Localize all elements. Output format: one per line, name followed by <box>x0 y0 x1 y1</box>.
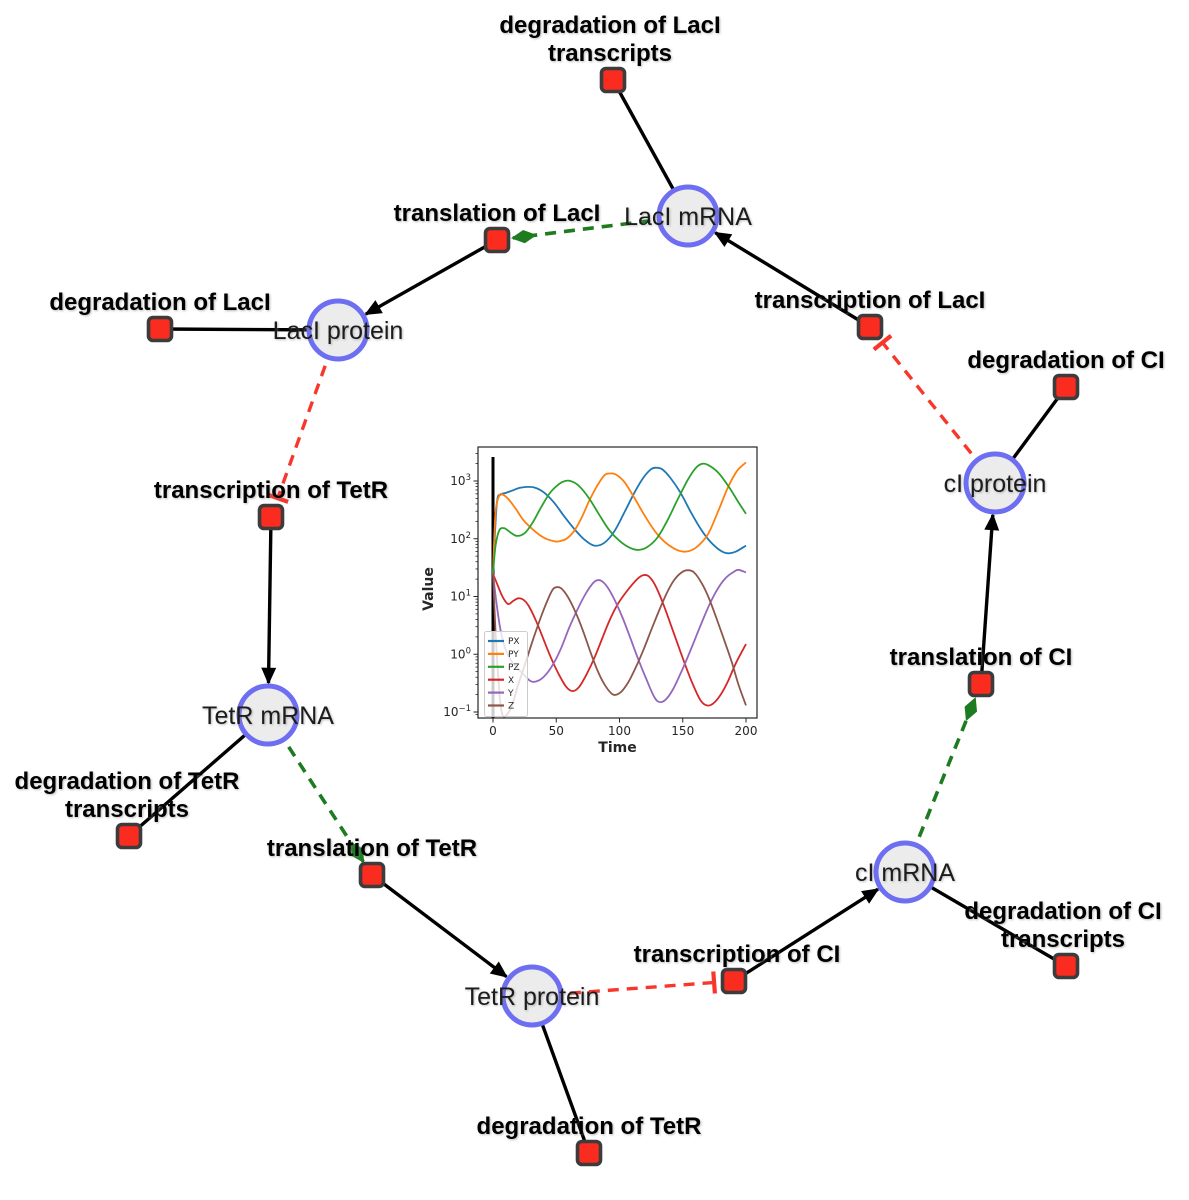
series-line-PY <box>492 461 747 574</box>
inhibition-tbar-tetr <box>266 492 289 504</box>
reaction-node-translation-laci[interactable] <box>483 226 511 254</box>
chart-ticks <box>473 453 747 723</box>
labels-layer: LacI mRNA LacI protein TetR mRNA TetR pr… <box>15 12 1165 1140</box>
reaction-node-transcription-laci[interactable] <box>856 313 884 341</box>
edge-transcription-tetr-to-mrna <box>261 516 277 685</box>
legend-label-PY: PY <box>508 650 519 660</box>
y-tick-label: 101 <box>450 589 471 604</box>
edge-translation-ci-to-protein <box>979 513 1000 685</box>
legend-label-X: X <box>508 676 514 686</box>
chart-legend: PX PY PZ XYZ <box>484 631 528 717</box>
reaction-label-degradation-laci: degradation of LacI <box>49 289 270 316</box>
x-tick-label: 100 <box>608 724 631 738</box>
y-tick-label: 103 <box>450 473 471 488</box>
reaction-label-degradation-tetr-transcripts-1: degradation of TetR <box>15 768 240 795</box>
x-tick-label: 0 <box>489 724 497 738</box>
reaction-label-degradation-tetr: degradation of TetR <box>477 1113 702 1140</box>
edge-cimrna-activates-translation <box>903 697 978 873</box>
legend-box <box>484 631 528 717</box>
series-line-PZ <box>492 462 747 574</box>
species-node-laci-protein[interactable] <box>306 298 370 362</box>
edge-translation-tetr-to-protein <box>370 873 508 979</box>
reaction-node-transcription-ci[interactable] <box>720 967 748 995</box>
reaction-label-degradation-ci: degradation of CI <box>967 347 1164 374</box>
reaction-label-transcription-tetr: transcription of TetR <box>154 477 388 504</box>
inhibition-tbar-ci <box>711 971 717 994</box>
x-tick-label: 50 <box>549 724 564 738</box>
reaction-label-transcription-laci: transcription of LacI <box>755 287 986 314</box>
reaction-label-translation-tetr: translation of TetR <box>267 835 477 862</box>
legend-label-Z: Z <box>508 702 514 712</box>
species-label-ci-protein: cI protein <box>944 470 1047 498</box>
reaction-label-transcription-ci: transcription of CI <box>634 941 841 968</box>
reaction-node-translation-tetr[interactable] <box>358 861 386 889</box>
reaction-node-transcription-tetr[interactable] <box>257 503 285 531</box>
edge-transcription-laci-to-mrna <box>713 231 871 329</box>
reaction-node-degradation-tetr-transcripts[interactable] <box>115 822 143 850</box>
reaction-node-degradation-ci-transcripts[interactable] <box>1052 952 1080 980</box>
reaction-label-translation-laci: translation of LacI <box>394 200 601 227</box>
reaction-label-degradation-tetr-transcripts-2: transcripts <box>65 796 189 823</box>
reaction-label-degradation-ci-transcripts-2: transcripts <box>1001 926 1125 953</box>
species-node-ci-protein[interactable] <box>963 451 1027 515</box>
edge-tetrprotein-inhibits-transcription-ci <box>531 980 715 998</box>
species-label-tetr-protein: TetR protein <box>465 983 600 1011</box>
species-node-ci-mrna[interactable] <box>873 840 937 904</box>
species-label-laci-protein: LacI protein <box>273 317 404 345</box>
edge-transcription-ci-to-mrna <box>733 887 880 983</box>
species-label-tetr-mrna: TetR mRNA <box>202 702 334 730</box>
species-node-laci-mrna[interactable] <box>656 184 720 248</box>
reaction-node-degradation-tetr[interactable] <box>575 1139 603 1167</box>
legend-label-Y: Y <box>507 689 514 699</box>
series-line-X <box>492 573 747 707</box>
reaction-label-translation-ci: translation of CI <box>890 644 1073 671</box>
species-label-ci-mrna: cI mRNA <box>855 859 955 887</box>
x-tick-label: 200 <box>735 724 758 738</box>
x-tick-label: 150 <box>671 724 694 738</box>
inhibition-tbar-laci <box>872 334 893 352</box>
species-node-tetr-mrna[interactable] <box>236 683 300 747</box>
reaction-node-degradation-laci-transcripts[interactable] <box>599 66 627 94</box>
y-axis-label: Value <box>421 567 437 611</box>
reaction-label-degradation-ci-transcripts-1: degradation of CI <box>964 898 1161 925</box>
y-tick-label: 102 <box>450 531 471 546</box>
reaction-label-degradation-laci-transcripts-2: transcripts <box>548 40 672 67</box>
reaction-label-degradation-laci-transcripts-1: degradation of LacI <box>499 12 720 39</box>
x-axis-label: Time <box>598 740 636 756</box>
series-line-PX <box>492 466 747 574</box>
reaction-node-translation-ci[interactable] <box>967 670 995 698</box>
reaction-node-degradation-laci[interactable] <box>146 315 174 343</box>
edge-translation-laci-to-protein <box>364 238 498 316</box>
legend-label-PX: PX <box>508 637 520 647</box>
species-node-tetr-protein[interactable] <box>500 964 564 1028</box>
species-label-laci-mrna: LacI mRNA <box>624 203 752 231</box>
legend-label-PZ: PZ <box>508 663 520 673</box>
reaction-node-degradation-ci[interactable] <box>1052 373 1080 401</box>
y-tick-label: 10−1 <box>443 704 471 719</box>
y-tick-label: 100 <box>450 646 471 661</box>
nodes-layer <box>115 66 1080 1167</box>
